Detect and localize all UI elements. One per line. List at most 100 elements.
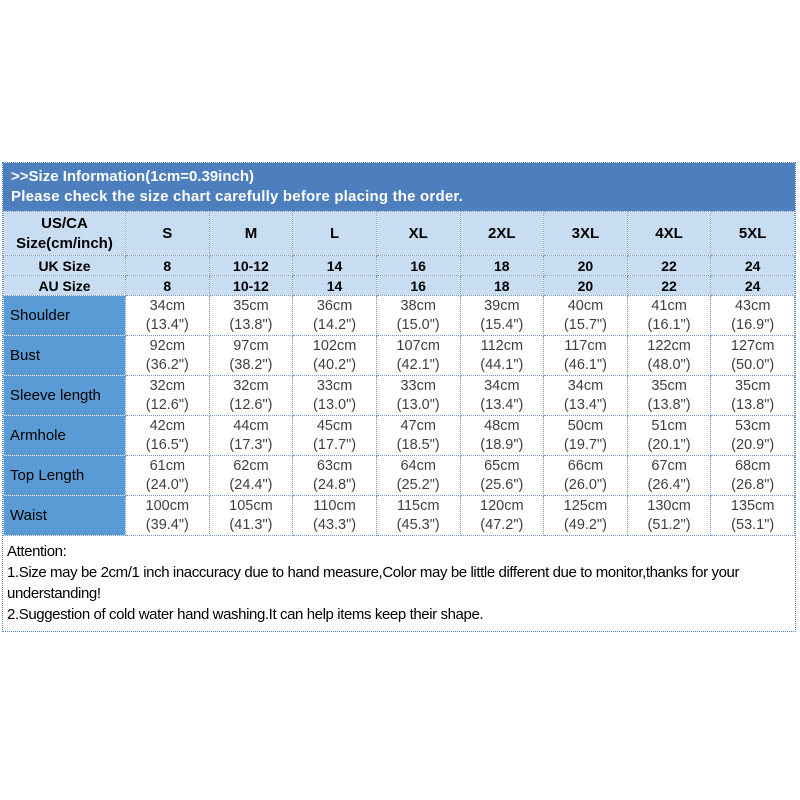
measurement-inch: (41.3") [229,516,273,533]
measurement-inch: (20.1") [647,436,691,453]
measurement-inch: (14.2") [313,316,357,333]
size-number-cell: 8 [125,255,210,276]
measurement-inch: (18.5") [396,436,440,453]
measurement-inch: (13.4") [145,316,189,333]
measurement-cm: 33cm [316,377,353,394]
measurement-inch: (13.4") [480,396,524,413]
measurement-cm: 65cm [484,457,520,474]
measurement-cm: 130cm [647,497,691,514]
attention-note: Attention: 1.Size may be 2cm/1 inch inac… [3,536,795,631]
measurement-cm: 67cm [651,457,687,474]
measurement-cell: 35cm (13.8") [710,375,795,416]
measurement-cm: 102cm [312,337,357,354]
measurement-cell: 120cm (47.2") [459,495,545,536]
size-column-header: L [292,211,377,256]
measurement-cell: 65cm (25.6") [459,455,545,496]
measurement-row: Shoulder 34cm (13.4") 35cm (13.8") 36cm (14.2"… [3,295,795,336]
measurement-inch: (16.1") [647,316,691,333]
measurement-inch: (18.9") [480,436,524,453]
size-number-cell: 16 [375,255,461,276]
measurement-cell: 105cm (41.3") [208,495,294,536]
measurement-cm: 110cm [313,497,356,514]
size-number-cell: 8 [125,275,210,296]
measurement-inch: (24.8") [313,476,357,493]
measurement-inch: (16.9") [731,316,775,333]
size-column-header: M [208,211,294,256]
size-info-subtitle: Please check the size chart carefully be… [11,187,463,205]
measurement-cm: 127cm [730,337,775,354]
measurement-cm: 40cm [567,297,604,314]
measurement-cell: 34cm (13.4") [543,375,628,416]
measurement-cell: 53cm (20.9") [710,415,795,456]
measurement-cell: 125cm (49.2") [543,495,628,536]
size-number-cell: 16 [375,275,461,296]
measurement-inch: (12.6") [229,396,273,413]
size-column-header: 4XL [626,211,712,256]
measurement-cell: 127cm (50.0") [710,335,795,376]
size-column-header: 3XL [543,211,628,256]
measurement-cm: 34cm [484,377,520,394]
attention-line-2: 2.Suggestion of cold water hand washing.… [7,606,484,623]
measurement-inch: (15.4") [480,316,524,333]
measurement-inch: (24.4") [229,476,273,493]
measurement-inch: (51.2") [647,516,691,533]
measurement-cm: 44cm [233,417,269,434]
size-table-body: US/CA Size(cm/inch) S M L XL 2XL 3XL 4XL 5XL UK S… [3,211,795,536]
measurement-cm: 32cm [149,377,186,394]
measurement-cm: 97cm [233,337,269,354]
measurement-inch: (26.8") [731,476,775,493]
measurement-cell: 45cm (17.7") [292,415,377,456]
measurement-inch: (13.0") [313,396,357,413]
measurement-inch: (45.3") [396,516,440,533]
measurement-inch: (13.8") [647,396,691,413]
measurement-row: Waist 100cm (39.4") 105cm (41.3") 110cm (43.3"… [3,495,795,536]
measurement-cell: 47cm (18.5") [375,415,461,456]
measurement-cm: 43cm [734,297,771,314]
size-number-cell: 18 [459,275,545,296]
measurement-cell: 107cm (42.1") [375,335,461,376]
measurement-inch: (36.2") [145,356,189,373]
measurement-cell: 66cm (26.0") [543,455,628,496]
measurement-cell: 117cm (46.1") [543,335,628,376]
measurement-cm: 38cm [400,297,436,314]
measurement-inch: (17.3") [229,436,273,453]
measurement-cm: 41cm [651,297,687,314]
measurement-cm: 107cm [396,337,440,354]
size-header-row: US/CA Size(cm/inch) S M L XL 2XL 3XL 4XL 5XL [3,211,795,256]
measurement-inch: (19.7") [563,436,607,453]
size-number-cell: 20 [543,255,628,276]
measurement-cm: 115cm [396,497,440,514]
measurement-label: Shoulder [3,295,126,336]
measurement-cell: 33cm (13.0") [292,375,377,416]
measurement-cell: 63cm (24.8") [292,455,377,496]
size-number-cell: 20 [543,275,628,296]
measurement-label: Top Length [3,455,126,496]
measurement-cell: 110cm (43.3") [292,495,377,536]
measurement-cm: 62cm [233,457,269,474]
measurement-inch: (38.2") [229,356,273,373]
measurement-inch: (24.0") [145,476,189,493]
measurement-inch: (46.1") [563,356,607,373]
measurement-cm: 92cm [149,337,186,354]
measurement-inch: (39.4") [145,516,189,533]
measurement-inch: (47.2") [480,516,524,533]
measurement-cm: 120cm [480,497,524,514]
size-number-cell: 14 [292,275,377,296]
measurement-cm: 135cm [730,497,775,514]
measurement-cell: 102cm (40.2") [292,335,377,376]
measurement-inch: (44.1") [480,356,524,373]
measurement-cm: 48cm [484,417,520,434]
measurement-cell: 50cm (19.7") [543,415,628,456]
measurement-cm: 47cm [400,417,436,434]
measurement-cm: 34cm [567,377,604,394]
measurement-cm: 42cm [149,417,186,434]
measurement-inch: (13.8") [731,396,775,413]
size-number-cell: 22 [626,255,712,276]
measurement-cm: 100cm [145,497,190,514]
measurement-cell: 34cm (13.4") [459,375,545,416]
measurement-cm: 34cm [149,297,186,314]
measurement-cell: 130cm (51.2") [626,495,712,536]
size-number-row: AU Size 8 10-12 14 16 18 20 22 24 [3,275,795,296]
measurement-cm: 122cm [647,337,691,354]
